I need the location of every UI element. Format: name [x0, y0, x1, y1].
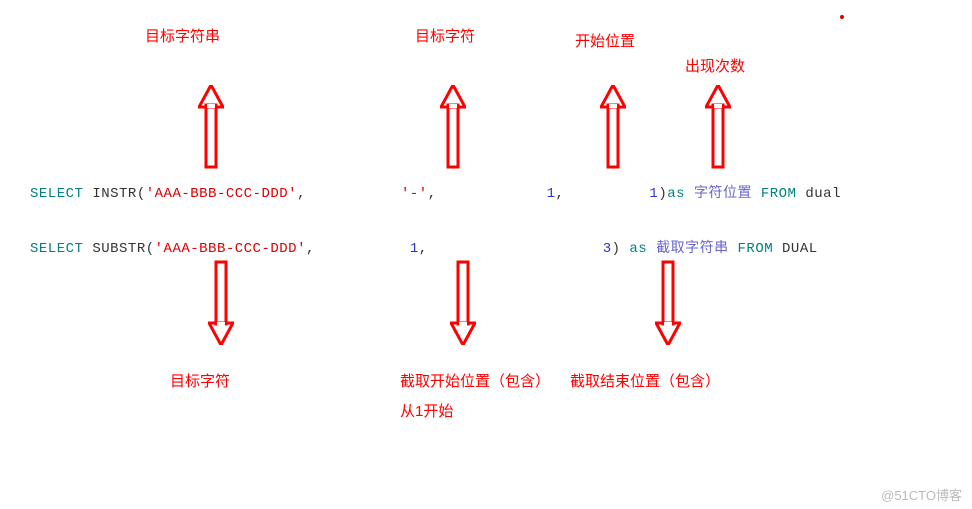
num-arg3: 1 [547, 186, 556, 202]
kw-select: SELECT [30, 186, 83, 202]
paren-open: ( [137, 186, 146, 202]
label-target-char: 目标字符 [415, 25, 475, 46]
kw-from: FROM [752, 186, 805, 202]
comma: , [556, 186, 565, 202]
comma: , [419, 241, 428, 257]
arrow-down-2 [450, 260, 476, 345]
alias-2: 截取字符串 [656, 239, 729, 255]
kw-as: as [621, 241, 657, 257]
paren-close: ) [612, 241, 621, 257]
num-arg2: 1 [410, 241, 419, 257]
kw-select: SELECT [30, 241, 83, 257]
watermark: @51CTO博客 [881, 485, 962, 504]
func-substr: SUBSTR [83, 241, 145, 257]
dual: dual [805, 186, 841, 202]
str-arg2: '-' [401, 186, 428, 202]
kw-from: FROM [729, 241, 782, 257]
code-line-instr: SELECT INSTR('AAA-BBB-CCC-DDD','-',1,1)a… [30, 182, 841, 202]
comma: , [306, 241, 315, 257]
arrow-up-1 [198, 85, 224, 170]
comma: , [428, 186, 437, 202]
arrow-up-2 [440, 85, 466, 170]
label-substr-end: 截取结束位置（包含） [570, 370, 720, 391]
label-start-pos: 开始位置 [575, 30, 635, 51]
kw-as: as [667, 186, 694, 202]
arrow-up-4 [705, 85, 731, 170]
dual: DUAL [782, 241, 818, 257]
paren-close: ) [658, 186, 667, 202]
paren-open: ( [146, 241, 155, 257]
comma: , [297, 186, 306, 202]
arrow-down-1 [208, 260, 234, 345]
label-substr-start: 截取开始位置（包含） [400, 370, 550, 391]
decorative-dot [840, 15, 844, 19]
func-instr: INSTR [83, 186, 136, 202]
str-arg1: 'AAA-BBB-CCC-DDD' [146, 186, 297, 202]
str-arg1: 'AAA-BBB-CCC-DDD' [155, 241, 306, 257]
alias-1: 字符位置 [694, 184, 752, 200]
num-arg4: 1 [649, 186, 658, 202]
arrow-up-3 [600, 85, 626, 170]
label-target-char-bottom: 目标字符 [170, 370, 230, 391]
code-line-substr: SELECT SUBSTR('AAA-BBB-CCC-DDD',1,3) as … [30, 237, 818, 257]
label-occurrence: 出现次数 [685, 55, 745, 76]
arrow-down-3 [655, 260, 681, 345]
label-substr-start-note: 从1开始 [400, 400, 453, 421]
num-arg3: 3 [603, 241, 612, 257]
label-target-string: 目标字符串 [145, 25, 220, 46]
